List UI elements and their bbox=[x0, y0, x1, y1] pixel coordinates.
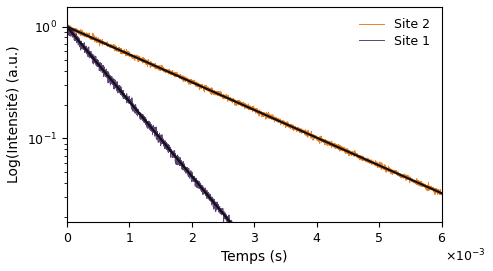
Site 1 bbox=[264, 262, 270, 265]
Site 1 bbox=[64, 21, 70, 25]
Line: Site 2: Site 2 bbox=[67, 25, 442, 195]
Text: $\times10^{-3}$: $\times10^{-3}$ bbox=[445, 247, 486, 264]
Site 1 bbox=[190, 179, 196, 182]
Y-axis label: Log(Intensité) (a.u.): Log(Intensité) (a.u.) bbox=[7, 46, 21, 183]
Site 1 bbox=[263, 262, 269, 265]
Site 2 bbox=[224, 96, 230, 100]
Site 2 bbox=[438, 193, 444, 196]
Site 2 bbox=[439, 192, 445, 195]
Site 2 bbox=[64, 23, 70, 26]
Site 1 bbox=[241, 237, 247, 240]
Site 2 bbox=[391, 170, 397, 173]
Line: Site 1: Site 1 bbox=[67, 23, 267, 269]
Site 2 bbox=[208, 92, 213, 95]
Site 1 bbox=[110, 78, 116, 81]
Site 1 bbox=[64, 29, 70, 33]
Legend: Site 2, Site 1: Site 2, Site 1 bbox=[354, 13, 435, 53]
Site 1 bbox=[205, 194, 211, 197]
Site 2 bbox=[64, 24, 70, 28]
Site 2 bbox=[129, 53, 135, 56]
Site 1 bbox=[263, 268, 269, 271]
X-axis label: Temps (s): Temps (s) bbox=[221, 250, 287, 264]
Site 1 bbox=[250, 251, 256, 254]
Site 2 bbox=[106, 45, 112, 48]
Site 2 bbox=[431, 189, 437, 192]
